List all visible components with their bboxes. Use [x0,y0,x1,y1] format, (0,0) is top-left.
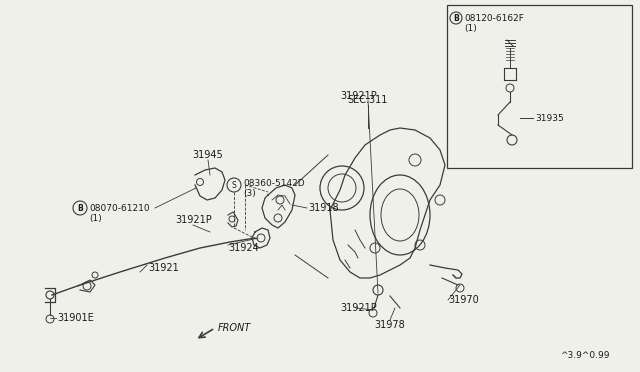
Text: 31921P: 31921P [340,91,377,101]
Text: 31978: 31978 [374,320,405,330]
Text: FRONT: FRONT [218,323,252,333]
Text: 31901E: 31901E [57,313,93,323]
Text: 31970: 31970 [448,295,479,305]
Text: 08360-5142D: 08360-5142D [243,179,305,187]
Text: 31918: 31918 [308,203,339,213]
Bar [447,5,632,168]
Text: (1): (1) [464,23,477,32]
Text: 08070-61210: 08070-61210 [89,203,150,212]
Text: 31921: 31921 [148,263,179,273]
Text: (3): (3) [243,189,256,198]
Text: 31945: 31945 [193,150,223,160]
Text: 31924: 31924 [228,243,259,253]
Text: 31935: 31935 [535,113,564,122]
Text: SEC.311: SEC.311 [348,95,388,105]
Text: B: B [77,203,83,212]
Text: ^3.9^0.99: ^3.9^0.99 [561,350,610,359]
Text: 31921P: 31921P [340,303,377,313]
Text: 08120-6162F: 08120-6162F [464,13,524,22]
Text: 31921P: 31921P [175,215,212,225]
Text: B: B [453,13,459,22]
Text: (1): (1) [89,214,102,222]
Text: S: S [232,180,236,189]
